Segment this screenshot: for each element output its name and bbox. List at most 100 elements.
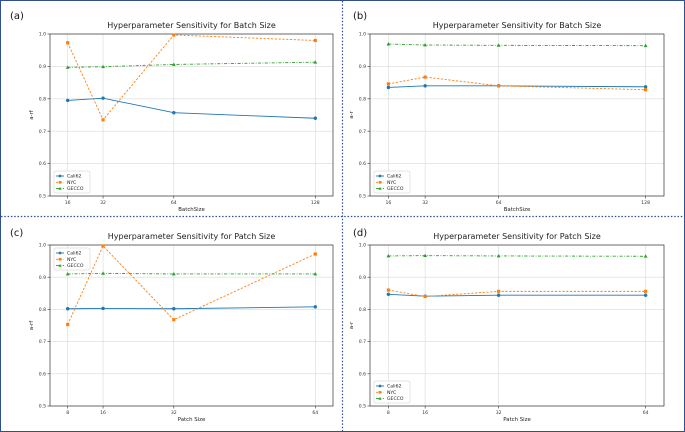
series-line-gecco [388, 43, 646, 47]
data-point-nyc [172, 33, 176, 37]
legend-marker-gecco [58, 263, 62, 267]
data-point-cali62 [643, 85, 648, 89]
legend-label-cali62: Cali62 [67, 174, 81, 180]
data-point-gecco [386, 42, 391, 46]
series-line-nyc [67, 245, 316, 325]
x-axis-label: Patch Size [503, 417, 531, 423]
series-line-cali62 [388, 293, 646, 297]
data-point-cali62 [496, 293, 501, 297]
data-point-cali62 [65, 98, 70, 103]
y-tick-label: 0.7 [359, 339, 366, 345]
data-point-nyc [66, 322, 70, 327]
y-tick-label: 0.7 [359, 129, 366, 135]
y-tick-label: 1.0 [359, 32, 366, 38]
data-point-gecco [101, 271, 105, 275]
x-tick-label: 16 [100, 410, 106, 416]
plot-area [50, 34, 333, 196]
legend-marker-cali62 [58, 174, 62, 178]
y-tick-label: 0.6 [359, 371, 366, 377]
y-tick-label: 0.6 [359, 161, 366, 167]
data-point-gecco [496, 253, 501, 258]
legend-box [53, 170, 91, 194]
y-tick-label: 1.0 [39, 243, 46, 249]
chart-title: Hyperparameter Sensitivity for Batch Siz… [433, 21, 602, 30]
series-line-gecco [67, 61, 316, 68]
plot-area [370, 245, 664, 406]
chart-panel-3: (c) Hyperparameter Sensitivity for Patch … [10, 228, 334, 423]
chart-panels: (a) Hyperparameter Sensitivity for Batch … [10, 11, 665, 423]
data-point-gecco [423, 43, 428, 47]
x-tick-label: 64 [643, 410, 649, 416]
data-point-cali62 [172, 307, 176, 311]
legend-marker-cali62 [378, 174, 382, 178]
axes-frame [49, 33, 334, 197]
legend-marker-gecco [58, 186, 62, 190]
y-tick-label: 0.9 [39, 64, 46, 70]
data-point-cali62 [101, 96, 105, 100]
data-point-gecco [386, 253, 391, 258]
series-line-cali62 [67, 97, 316, 119]
axes-frame [369, 33, 665, 197]
legend-marker-gecco [378, 396, 382, 400]
data-point-gecco [65, 271, 70, 276]
y-tick-label: 0.6 [39, 161, 46, 167]
data-point-nyc [66, 41, 70, 45]
data-point-cali62 [423, 84, 427, 88]
chart-panel-4: (d) Hyperparameter Sensitivity for Patch … [349, 228, 665, 423]
data-point-gecco [423, 253, 428, 258]
data-point-nyc [386, 288, 390, 292]
y-tick-label: 0.7 [39, 339, 46, 345]
x-tick-label: 128 [311, 200, 320, 206]
axes-frame [369, 244, 665, 407]
y-tick-label: 0.8 [39, 307, 46, 313]
legend-label-nyc: NYC [387, 180, 396, 186]
legend-label-cali62: Cali62 [387, 174, 401, 180]
y-axis-label: a-r [349, 321, 355, 329]
legend-marker-nyc [378, 391, 382, 394]
y-tick-label: 1.0 [39, 32, 46, 38]
x-tick-label: 64 [171, 200, 177, 206]
chart-panel-1: (a) Hyperparameter Sensitivity for Batch … [10, 11, 334, 213]
chart-title: Hyperparameter Sensitivity for Patch Siz… [433, 232, 601, 241]
y-tick-label: 0.5 [359, 194, 366, 200]
data-point-gecco [171, 62, 176, 66]
data-point-cali62 [313, 116, 318, 120]
legend-box [373, 170, 411, 194]
data-point-gecco [101, 64, 105, 69]
series-line-nyc [67, 34, 316, 121]
y-tick-label: 0.8 [359, 307, 366, 313]
x-tick-label: 64 [496, 200, 502, 206]
data-point-cali62 [643, 293, 648, 297]
y-tick-label: 0.9 [359, 275, 366, 281]
legend-label-cali62: Cali62 [387, 384, 401, 390]
legend-label-nyc: NYC [387, 390, 396, 396]
panel-label: (a) [10, 11, 24, 22]
plot-area [370, 34, 664, 196]
y-axis-label: a-rf [29, 321, 35, 330]
legend-marker-nyc [58, 181, 62, 184]
legend-label-gecco: GECCO [67, 263, 84, 269]
y-tick-label: 0.5 [39, 194, 46, 200]
data-point-nyc [313, 38, 317, 43]
x-tick-label: 8 [66, 410, 69, 416]
x-tick-label: 32 [496, 410, 502, 416]
data-point-gecco [496, 43, 501, 47]
legend-label-gecco: GECCO [387, 186, 404, 192]
x-tick-label: 128 [641, 200, 650, 206]
y-tick-label: 0.5 [39, 404, 46, 410]
panel-label: (b) [353, 11, 367, 22]
y-tick-label: 0.9 [39, 275, 46, 281]
legend-marker-nyc [58, 258, 62, 261]
data-point-nyc [101, 244, 105, 248]
x-axis-label: Patch Size [178, 417, 206, 423]
y-tick-label: 0.8 [39, 96, 46, 102]
chart-panel-2: (b) Hyperparameter Sensitivity for Batch … [349, 11, 665, 213]
y-tick-label: 0.8 [359, 96, 366, 102]
legend-label-cali62: Cali62 [67, 251, 81, 257]
y-axis-label: a-r [349, 110, 355, 118]
